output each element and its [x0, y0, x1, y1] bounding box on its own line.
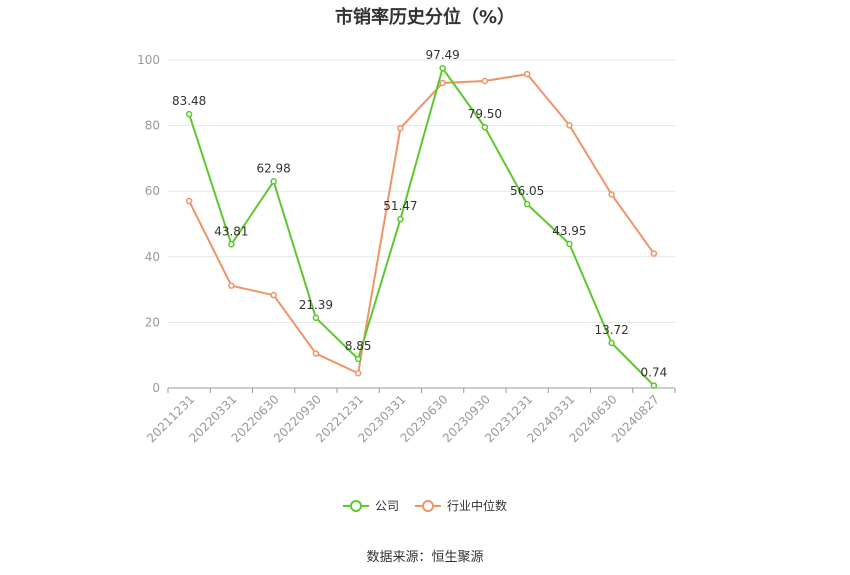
data-point-company[interactable]: [185, 110, 193, 118]
data-label: 79.50: [468, 107, 502, 121]
y-tick-label: 20: [145, 315, 160, 329]
data-label: 43.95: [552, 224, 586, 238]
series-line-industry-median: [188, 73, 655, 375]
legend-industry-marker-icon: [415, 499, 441, 512]
data-point-company[interactable]: [481, 123, 489, 131]
y-tick-label: 100: [137, 53, 160, 67]
data-label: 13.72: [594, 323, 628, 337]
data-label: 51.47: [383, 199, 417, 213]
data-point-company[interactable]: [312, 314, 320, 322]
data-point-company[interactable]: [228, 241, 235, 248]
data-point-company[interactable]: [523, 200, 531, 208]
data-point-industry-median[interactable]: [228, 282, 235, 289]
data-point-company[interactable]: [354, 355, 362, 363]
data-point-company[interactable]: [608, 339, 615, 347]
data-label: 0.74: [641, 366, 668, 380]
data-point-company[interactable]: [270, 178, 277, 185]
data-point-industry-median[interactable]: [185, 197, 193, 205]
legend-company-label: 公司: [374, 499, 399, 513]
data-point-company[interactable]: [566, 240, 573, 248]
data-label: 97.49: [425, 48, 459, 62]
data-point-company[interactable]: [439, 64, 446, 72]
y-tick-label: 60: [145, 184, 160, 198]
data-point-industry-median[interactable]: [270, 291, 277, 299]
data-point-company[interactable]: [650, 382, 658, 389]
legend-item-company[interactable]: 公司: [342, 497, 399, 514]
data-point-industry-median[interactable]: [523, 70, 531, 78]
data-label: 62.98: [256, 161, 290, 175]
data-label: 8.85: [345, 339, 372, 353]
data-point-industry-median[interactable]: [566, 122, 573, 129]
data-point-company[interactable]: [397, 215, 404, 223]
axes: 0204060801002021123120220331202206302022…: [137, 53, 676, 445]
y-tick-label: 0: [152, 381, 160, 395]
legend: 公司 行业中位数: [0, 497, 850, 514]
legend-industry-label: 行业中位数: [447, 499, 508, 513]
legend-item-industry-median[interactable]: 行业中位数: [415, 497, 507, 514]
series-lines: [185, 64, 658, 389]
y-tick-label: 40: [145, 250, 160, 264]
data-point-industry-median[interactable]: [481, 77, 489, 85]
data-label: 21.39: [299, 298, 333, 312]
data-point-industry-median[interactable]: [650, 250, 658, 257]
legend-company-marker-icon: [342, 499, 369, 512]
data-label: 56.05: [510, 184, 544, 198]
data-point-industry-median[interactable]: [354, 369, 362, 377]
data-labels: 83.48 43.81 62.98 21.39 8.85 51.47 97.49 79.50 5…: [172, 48, 667, 379]
source-note: 数据来源：恒生聚源: [366, 550, 484, 565]
data-point-industry-median[interactable]: [608, 191, 615, 198]
data-point-industry-median[interactable]: [439, 79, 446, 87]
series-line-company: [188, 67, 655, 387]
data-label: 83.48: [172, 94, 206, 108]
chart-title: 市销率历史分位（%）: [334, 7, 516, 28]
data-point-industry-median[interactable]: [397, 124, 404, 132]
data-point-industry-median[interactable]: [312, 350, 320, 357]
y-tick-label: 80: [145, 119, 160, 133]
data-label: 43.81: [214, 224, 248, 238]
